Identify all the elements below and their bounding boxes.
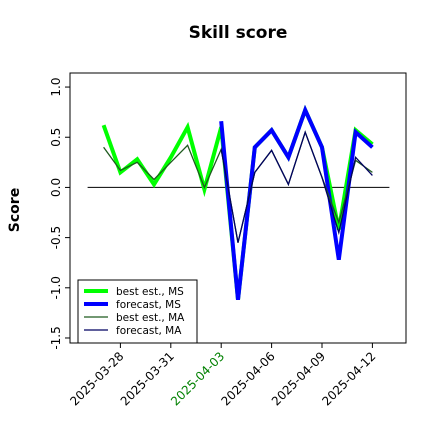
series-line <box>219 104 374 301</box>
legend-label: forecast, MA <box>116 325 182 337</box>
y-tick-label: -1.0 <box>49 276 63 299</box>
y-tick-label: 0.5 <box>49 128 63 147</box>
chart-title: Skill score <box>189 23 288 43</box>
legend-label: best est., MA <box>116 312 185 324</box>
y-axis-label: Score <box>7 188 23 232</box>
y-tick-label: 0.0 <box>49 178 63 197</box>
legend-label: best est., MS <box>116 286 184 298</box>
y-tick-label: 1.0 <box>49 78 63 97</box>
series-line <box>220 130 373 243</box>
y-tick-label: -1.5 <box>49 326 63 349</box>
x-tick-label: 2025-04-12 <box>319 349 378 408</box>
y-tick-label: -0.5 <box>49 226 63 249</box>
plot-frame <box>69 72 407 344</box>
legend-label: forecast, MS <box>116 299 181 311</box>
